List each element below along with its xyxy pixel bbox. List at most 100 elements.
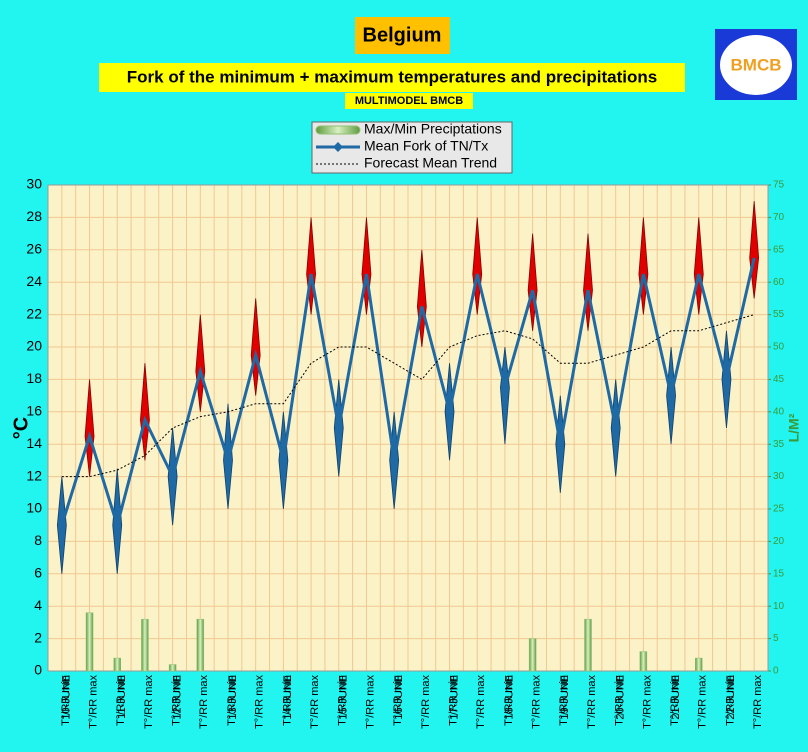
trend-line [61,314,755,478]
y-tick-label: 22 [26,305,42,321]
y-tick-label: 24 [26,273,42,289]
date-label: 10-JUNE [61,675,73,720]
date-label: 18-JUNE [504,675,516,720]
x-tick-label: T°/RR min [115,675,127,726]
y2-tick-label: 30 [773,471,785,482]
y-tick-label: 26 [26,241,42,257]
precip-bar [168,664,177,672]
date-label: 16-JUNE [393,675,405,720]
y2-tick-label: 50 [773,342,785,353]
precip-bar [196,618,205,672]
x-tick-label: T°/RR max [309,675,321,729]
y-axis-label: °C [10,417,32,439]
x-tick-label: T°/RR max [475,675,487,729]
y2-tick-label: 60 [773,277,785,288]
y-tick-label: 6 [34,565,42,581]
fork [140,363,150,461]
x-tick-label: T°/RR min [60,675,72,726]
chart-title: Belgium [363,24,442,46]
x-tick-label: T°/RR max [420,675,432,729]
x-tick-label: T°/RR max [364,675,376,729]
y-tick-label: 12 [26,467,42,483]
y-tick-label: 2 [34,629,42,645]
date-label: 20-JUNE [614,675,626,720]
x-tick-label: T°/RR min [447,675,459,726]
x-tick-label: T°/RR max [531,675,543,729]
y2-tick-label: 20 [773,536,785,547]
precip-bar [141,618,149,672]
y-tick-label: 0 [34,662,42,678]
y2-tick-label: 75 [773,180,785,191]
y-tick-label: 18 [26,370,42,386]
x-tick-label: T°/RR max [752,675,764,729]
y2-tick-label: 5 [773,633,779,644]
title-box [355,17,450,54]
y-tick-label: 30 [26,176,42,192]
x-tick-label: T°/RR max [87,675,99,729]
mean-line [60,257,756,531]
date-label: 11-JUNE [116,675,128,719]
precip-bar [584,618,592,672]
y2-tick-label: 15 [773,568,785,579]
date-label: 15-JUNE [338,675,350,720]
legend-swatch [315,125,361,135]
x-tick-label: T°/RR max [143,675,155,729]
y-tick-label: 14 [26,435,42,451]
precip-bar [639,651,648,672]
subtitle: Fork of the minimum + maximum temperatur… [127,67,657,86]
x-tick-label: T°/RR max [198,675,210,729]
x-tick-label: T°/RR min [392,675,404,726]
y-tick-label: 16 [26,403,42,419]
x-tick-label: T°/RR min [614,675,626,726]
y2-tick-label: 40 [773,406,785,417]
x-tick-label: T°/RR min [337,675,349,726]
fork [250,298,261,396]
legend-label: Forecast Mean Trend [364,155,497,171]
y-tick-label: 10 [26,500,42,516]
y2-tick-label: 10 [773,601,785,612]
date-label: 21-JUNE [670,675,682,720]
x-tick-label: T°/RR max [697,675,709,729]
date-label: 22-JUNE [725,675,737,720]
y2-tick-label: 25 [773,504,785,515]
y-tick-label: 8 [34,532,42,548]
x-tick-label: T°/RR max [254,675,266,729]
y-tick-label: 28 [26,208,42,224]
x-tick-label: T°/RR min [503,675,515,726]
precip-bar [85,612,94,672]
date-label: 13-JUNE [227,675,239,720]
x-tick-label: T°/RR min [171,675,183,726]
fork [195,314,206,412]
y2-tick-label: 0 [773,666,779,677]
y2-tick-label: 35 [773,439,785,450]
x-tick-label: T°/RR min [669,675,681,726]
logo-text: BMCB [731,55,782,74]
y2-tick-label: 70 [773,212,785,223]
x-tick-label: T°/RR min [226,675,238,726]
note: MULTIMODEL BMCB [355,95,463,107]
y2-tick-label: 65 [773,244,785,255]
legend-marker [333,142,343,152]
fork [84,379,95,477]
date-label: 12-JUNE [171,675,183,720]
y2-tick-label: 45 [773,374,785,385]
y-tick-label: 20 [26,338,42,354]
precip-bar [113,657,121,672]
y2-tick-label: 55 [773,309,785,320]
plot-border [47,184,769,672]
precip-bar [695,657,703,672]
x-tick-label: T°/RR min [558,675,570,726]
date-label: 14-JUNE [282,675,294,720]
y2-axis-label: L/M² [786,413,802,442]
x-tick-label: T°/RR min [281,675,293,726]
legend-label: Mean Fork of TN/Tx [364,138,488,154]
date-label: 17-JUNE [448,675,460,720]
x-tick-label: T°/RR min [724,675,736,726]
legend-label: Max/Min Preciptations [364,121,502,137]
x-tick-label: T°/RR max [641,675,653,729]
note-box [345,93,473,109]
precip-bar [528,638,537,672]
date-label: 19-JUNE [559,675,571,720]
logo-oval [720,35,792,95]
